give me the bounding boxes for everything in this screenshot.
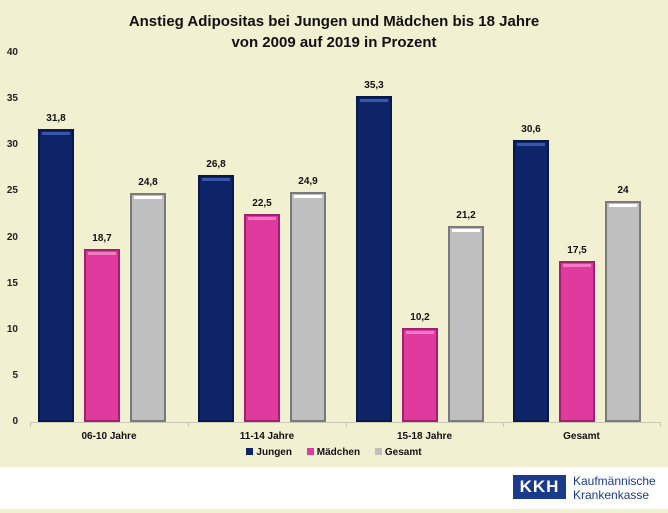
- legend-label: Mädchen: [316, 447, 361, 458]
- data-label: 24: [617, 184, 629, 196]
- data-label: 17,5: [567, 244, 587, 256]
- bar-gesamt: [448, 226, 484, 422]
- bar-mädchen: [84, 249, 120, 422]
- data-label: 22,5: [252, 198, 272, 210]
- bar-gesamt: [290, 192, 326, 422]
- data-label: 10,2: [410, 311, 430, 323]
- data-label: 31,8: [46, 112, 66, 124]
- bar-jungen: [38, 128, 74, 422]
- chart-title: Anstieg Adipositas bei Jungen und Mädche…: [0, 11, 668, 53]
- data-label: 18,7: [92, 233, 112, 245]
- kkh-name: Kaufmännische Krankenkasse: [573, 474, 656, 502]
- kkh-logo: KKH: [513, 475, 566, 499]
- legend-swatch-jungen: [246, 448, 254, 455]
- bar-jungen: [198, 174, 234, 422]
- legend-label: Jungen: [256, 447, 292, 458]
- legend-item-maedchen: Mädchen: [306, 447, 361, 458]
- bar-mädchen: [402, 327, 438, 422]
- x-axis-line: [30, 422, 660, 423]
- legend-label: Gesamt: [384, 447, 422, 458]
- data-label: 24,8: [138, 177, 158, 189]
- logo-line-2: Krankenkasse: [573, 488, 650, 502]
- x-category-label: 15-18 Jahre: [396, 431, 453, 442]
- footer-logo-area: [0, 467, 668, 509]
- data-label: 26,8: [206, 158, 226, 170]
- bar-mädchen: [244, 214, 280, 422]
- x-tick-mark: [503, 422, 504, 427]
- y-tick-label: 40: [6, 47, 18, 58]
- legend: Jungen Mädchen Gesamt: [0, 447, 668, 458]
- x-category-label: Gesamt: [563, 431, 600, 442]
- y-tick-label: 0: [12, 416, 18, 427]
- y-tick-label: 35: [6, 93, 18, 105]
- bar-gesamt: [130, 193, 166, 422]
- legend-item-gesamt: Gesamt: [374, 447, 422, 458]
- x-tick-mark: [346, 422, 347, 427]
- y-tick-label: 30: [6, 139, 18, 151]
- y-tick-label: 25: [6, 185, 18, 197]
- legend-swatch-maedchen: [306, 448, 314, 455]
- y-tick-label: 5: [12, 369, 18, 381]
- data-label: 21,2: [456, 210, 476, 222]
- logo-line-1: Kaufmännische: [573, 474, 656, 488]
- bar-mädchen: [559, 260, 595, 422]
- legend-swatch-gesamt: [374, 448, 382, 455]
- y-tick-label: 15: [6, 277, 18, 289]
- data-label: 24,9: [298, 176, 318, 188]
- bar-jungen: [356, 96, 392, 422]
- data-label: 35,3: [364, 80, 384, 92]
- y-tick-label: 10: [6, 323, 18, 335]
- bar-gesamt: [605, 200, 641, 422]
- x-tick-mark: [30, 422, 31, 427]
- x-tick-mark: [660, 422, 661, 427]
- data-label: 30,6: [521, 123, 541, 135]
- x-tick-mark: [188, 422, 189, 427]
- title-line-2: von 2009 auf 2019 in Prozent: [231, 34, 437, 51]
- y-tick-label: 20: [6, 231, 18, 243]
- legend-item-jungen: Jungen: [246, 447, 292, 458]
- title-line-1: Anstieg Adipositas bei Jungen und Mädche…: [128, 13, 540, 30]
- x-category-label: 06-10 Jahre: [81, 431, 137, 442]
- bar-jungen: [513, 139, 549, 422]
- x-category-label: 11-14 Jahre: [239, 431, 295, 442]
